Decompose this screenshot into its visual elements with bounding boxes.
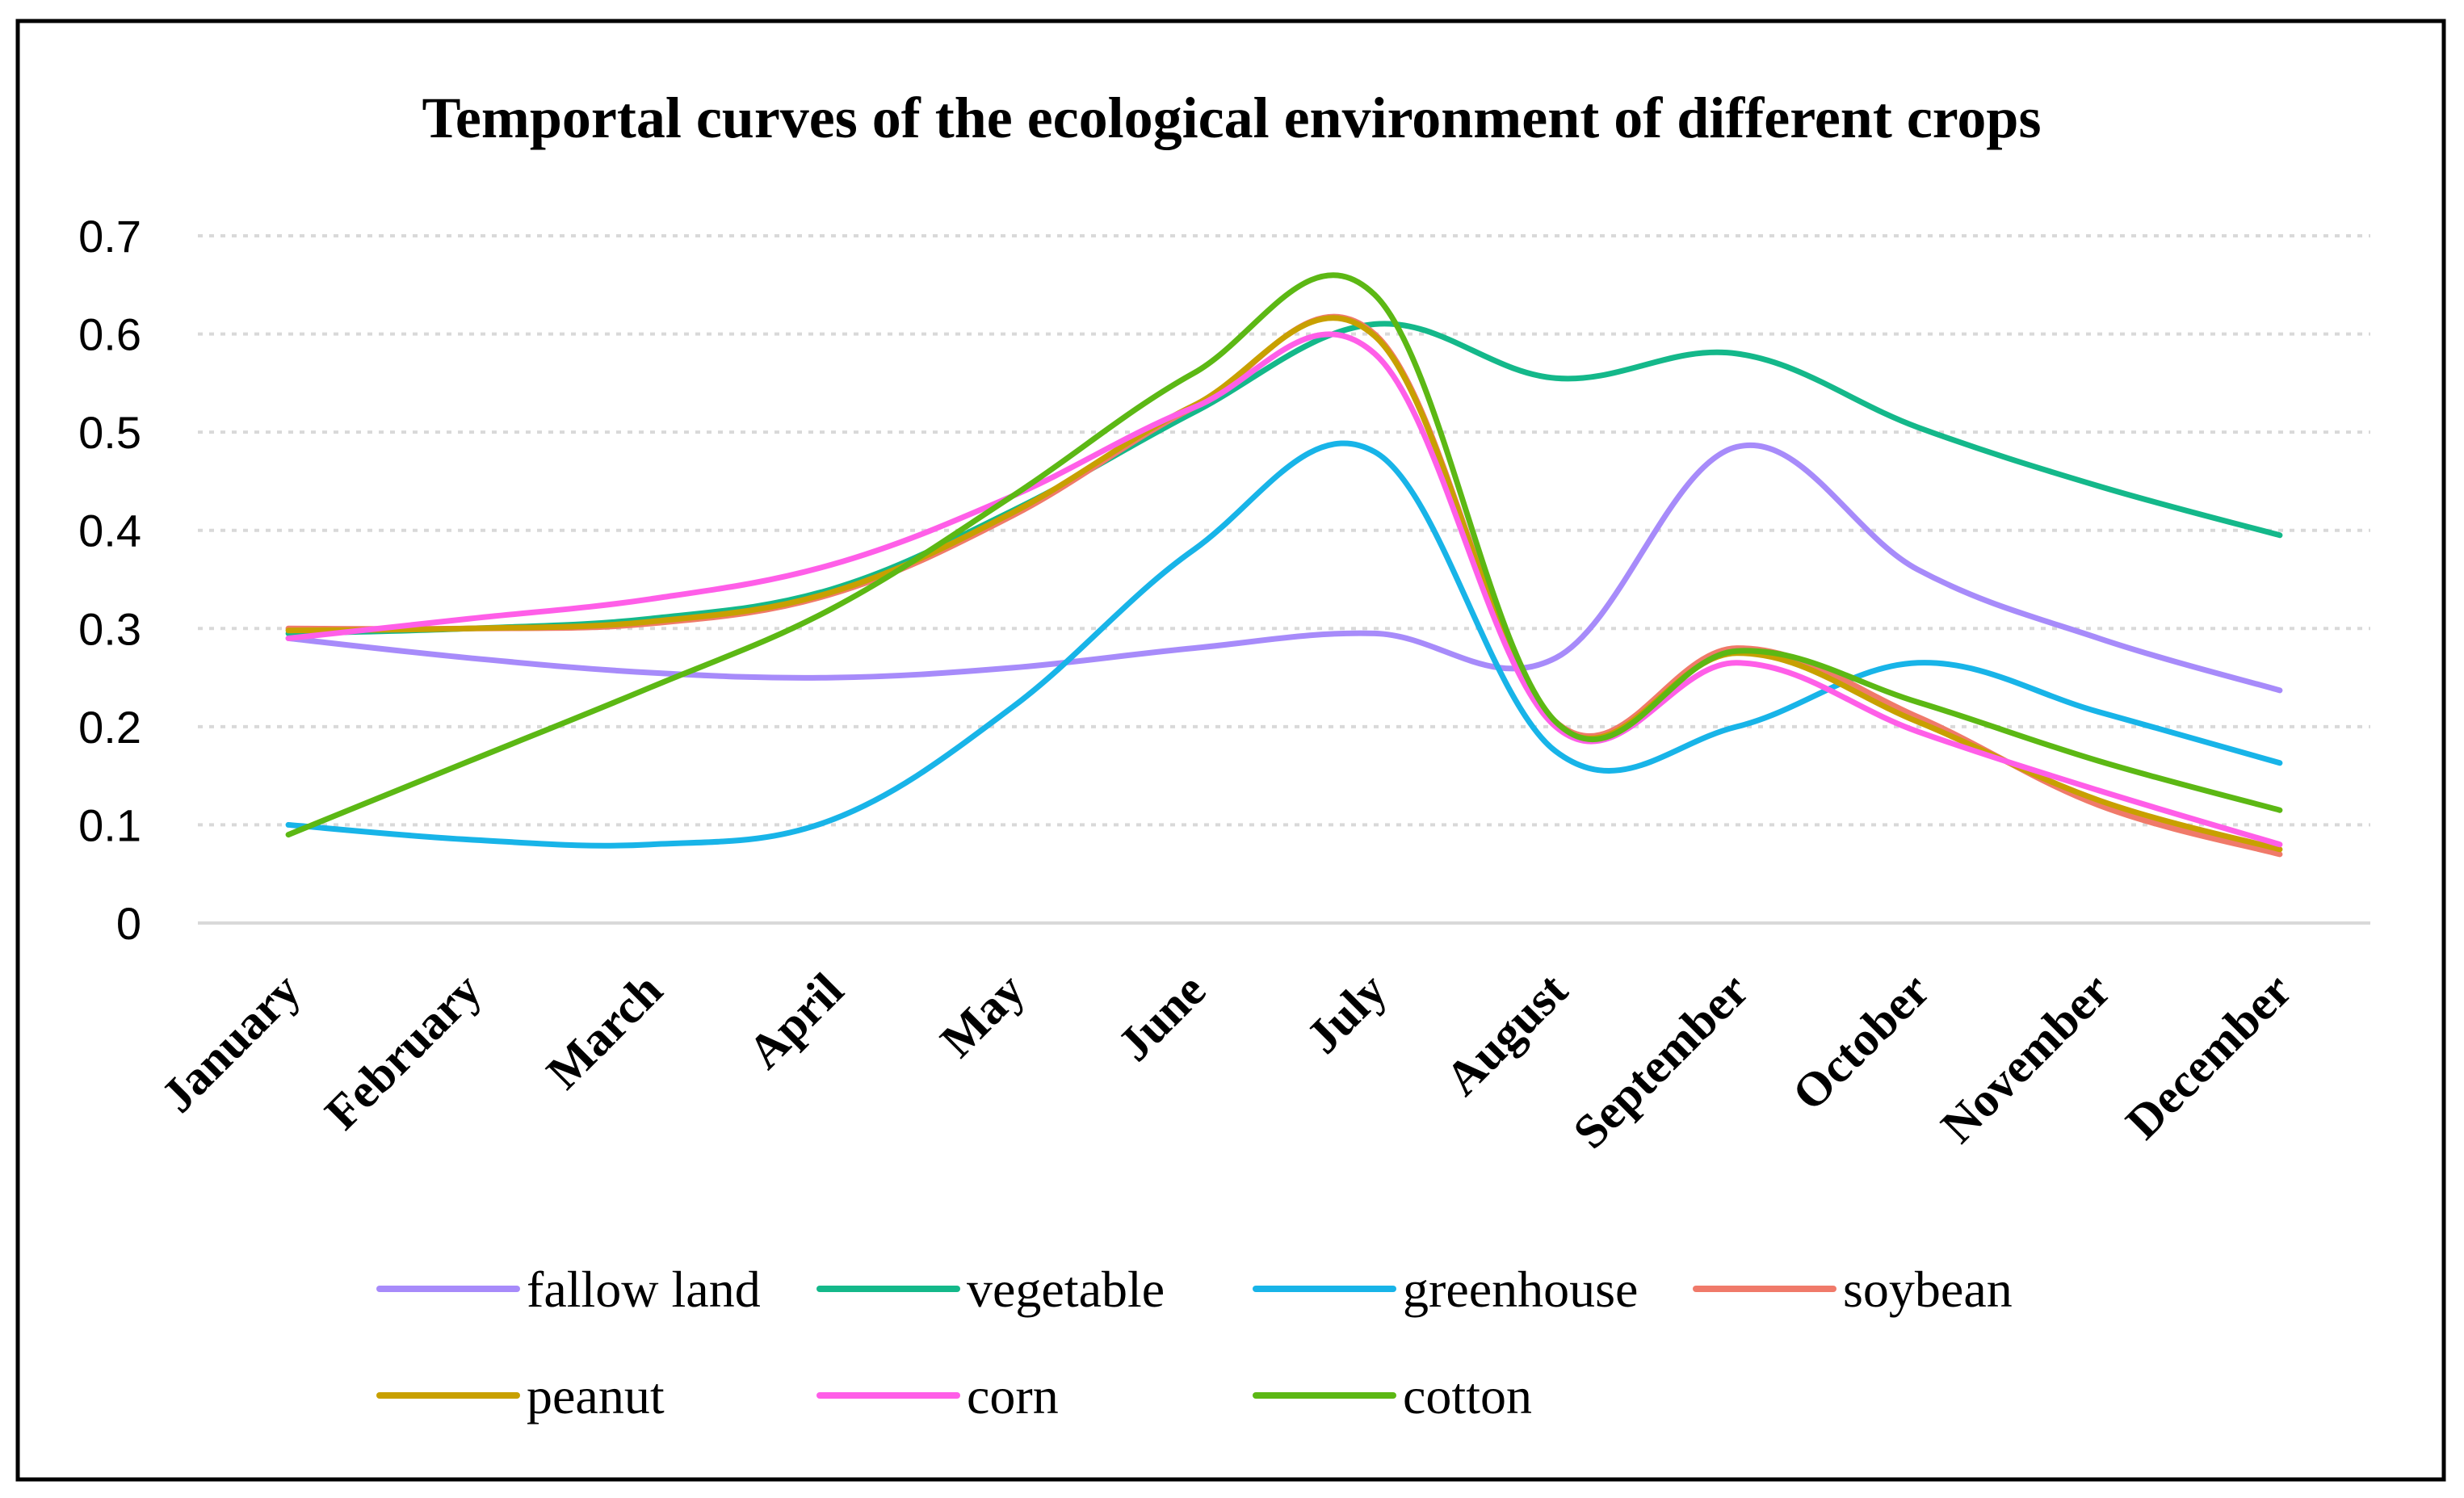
series-line-fallow-land (285, 442, 2283, 694)
y-tick-label: 0.2 (78, 702, 141, 753)
legend-label-soybean: soybean (1843, 1261, 2013, 1318)
legend-label-vegetable: vegetable (967, 1261, 1165, 1318)
legend-label-corn: corn (967, 1367, 1059, 1425)
legend-label-cotton: cotton (1403, 1367, 1532, 1425)
y-tick-label: 0.6 (78, 309, 141, 360)
series-line-vegetable (285, 321, 2283, 636)
chart-title: Temportal curves of the ecological envir… (422, 86, 2042, 150)
series-line-cotton (285, 272, 2283, 838)
y-tick-label: 0.7 (78, 211, 141, 262)
y-tick-label: 0.4 (78, 506, 141, 556)
legend-label-fallow-land: fallow land (527, 1261, 761, 1318)
series-line-corn (285, 331, 2283, 848)
legend: fallow land vegetable greenhouse soybean pea… (376, 1261, 2013, 1425)
y-tick-label: 0.5 (78, 407, 141, 458)
y-tick-label: 0.3 (78, 603, 141, 654)
y-tick-label: 0.1 (78, 799, 141, 850)
y-tick-label: 0 (116, 898, 141, 949)
series-line-greenhouse (285, 440, 2283, 849)
legend-label-greenhouse: greenhouse (1403, 1261, 1638, 1318)
y-axis-ticks: 0 0.1 0.2 0.3 0.4 0.5 0.6 0.7 (78, 211, 141, 949)
series-line-peanut (285, 315, 2283, 853)
chart-border (15, 19, 2446, 1482)
series-lines (285, 272, 2283, 858)
legend-label-peanut: peanut (527, 1367, 665, 1425)
